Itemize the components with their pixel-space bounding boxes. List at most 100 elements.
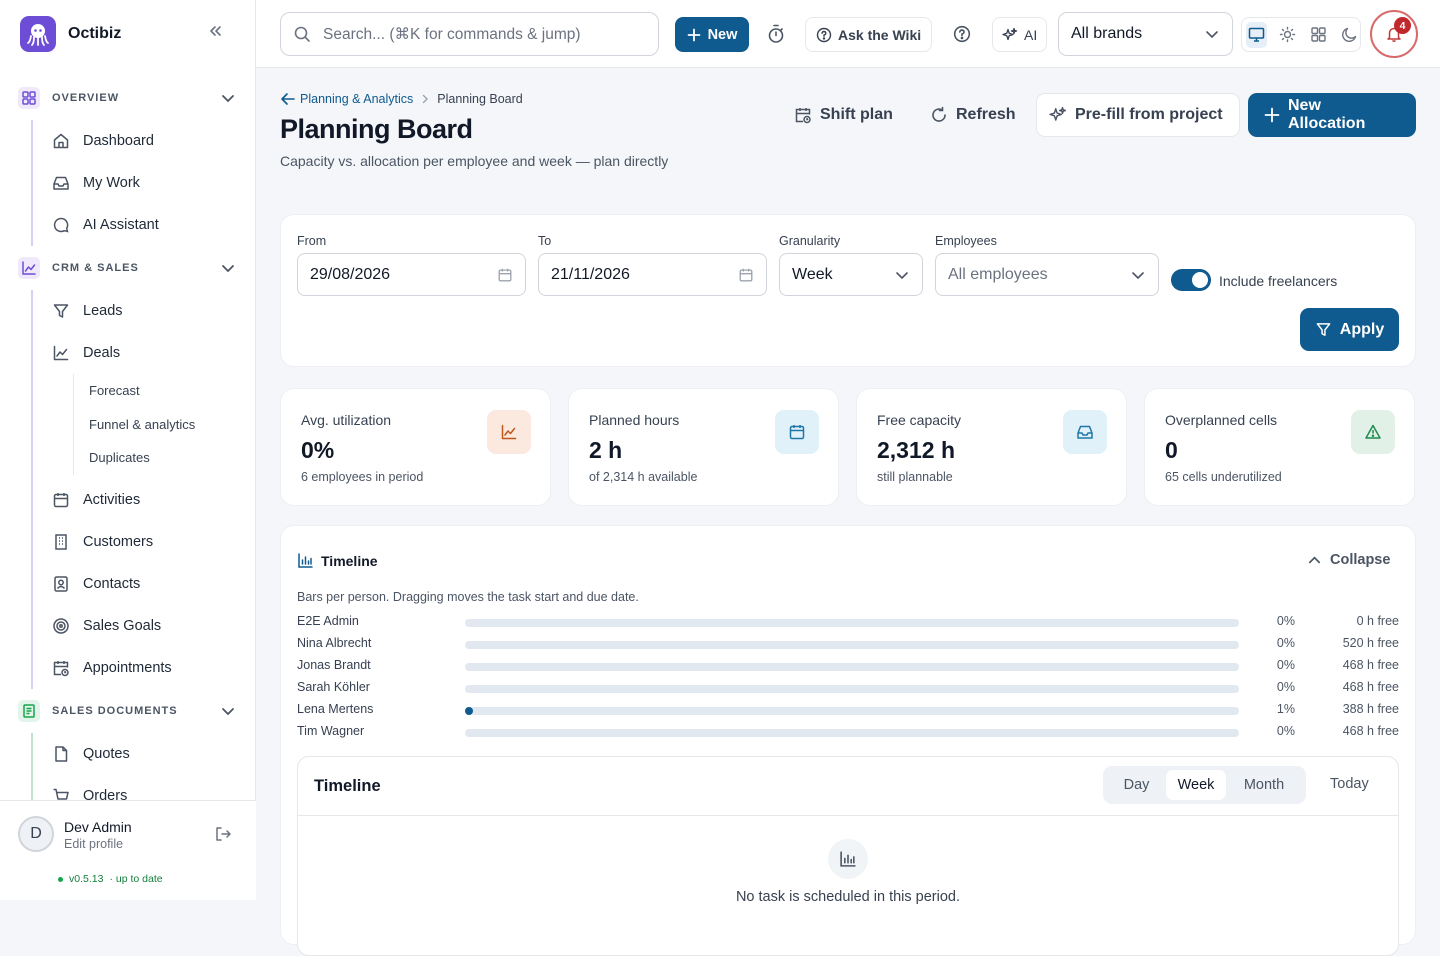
sidebar-item-activities[interactable]: Activities bbox=[33, 479, 256, 521]
chevron-down-icon[interactable] bbox=[220, 703, 236, 719]
inbox-icon bbox=[1063, 410, 1107, 454]
sidebar-item-appointments[interactable]: Appointments bbox=[33, 647, 256, 689]
sidebar-item-label: Customers bbox=[83, 533, 154, 550]
collapse-sidebar-icon[interactable] bbox=[208, 24, 230, 44]
section-label: CRM & SALES bbox=[52, 262, 139, 274]
search-icon bbox=[293, 25, 311, 43]
section-sales-documents[interactable]: SALES DOCUMENTS bbox=[0, 689, 256, 733]
sidebar-subitem-forecast[interactable]: Forecast bbox=[89, 383, 140, 399]
logout-icon[interactable] bbox=[214, 825, 232, 843]
sidebar: Octibiz OVERVIEW Dashboard My Work AI As… bbox=[0, 0, 256, 900]
new-allocation-button[interactable]: New Allocation bbox=[1248, 93, 1416, 137]
apply-button[interactable]: Apply bbox=[1300, 308, 1399, 351]
free-hours: 468 h free bbox=[1342, 680, 1399, 694]
notification-count-badge: 4 bbox=[1394, 17, 1411, 34]
help-icon[interactable] bbox=[953, 25, 971, 43]
overview-items: Dashboard My Work AI Assistant bbox=[31, 120, 256, 246]
sidebar-item-leads[interactable]: Leads bbox=[33, 290, 256, 332]
calendar-icon bbox=[497, 267, 513, 283]
deals-subitems: Forecast Funnel & analytics Duplicates bbox=[73, 374, 256, 475]
help-circle-icon bbox=[816, 27, 832, 43]
sidebar-item-quotes[interactable]: Quotes bbox=[33, 733, 256, 775]
calendar-icon bbox=[738, 267, 754, 283]
sun-icon[interactable] bbox=[1277, 22, 1298, 48]
employees-select[interactable]: All employees bbox=[935, 253, 1159, 296]
document-list-icon bbox=[18, 699, 40, 722]
crm-items: Leads Deals Forecast Funnel & analytics … bbox=[31, 290, 256, 689]
today-button[interactable]: Today bbox=[1330, 776, 1369, 792]
notifications-bell-icon[interactable] bbox=[1370, 10, 1418, 58]
employee-name: E2E Admin bbox=[297, 614, 359, 628]
sidebar-item-label: Quotes bbox=[83, 745, 130, 762]
monitor-icon[interactable] bbox=[1246, 21, 1267, 48]
brand-name: Octibiz bbox=[68, 25, 122, 42]
line-chart-icon bbox=[18, 257, 40, 279]
freelancers-toggle[interactable] bbox=[1171, 269, 1211, 291]
prefill-button[interactable]: Pre-fill from project bbox=[1036, 93, 1240, 137]
layout-grid-icon[interactable] bbox=[1308, 22, 1329, 48]
utilization-percent: 0% bbox=[1276, 614, 1295, 628]
utilization-bar[interactable] bbox=[465, 729, 1239, 737]
brand[interactable]: Octibiz bbox=[20, 16, 121, 52]
stat-sub: still plannable bbox=[877, 470, 953, 484]
collapse-button[interactable]: Collapse bbox=[1307, 552, 1390, 568]
breadcrumb-parent-link[interactable]: Planning & Analytics bbox=[280, 92, 413, 106]
chevron-right-icon bbox=[419, 93, 431, 105]
view-month-button[interactable]: Month bbox=[1243, 777, 1285, 793]
utilization-bar[interactable] bbox=[465, 685, 1239, 693]
sparkles-icon bbox=[1049, 106, 1067, 124]
utilization-bar[interactable] bbox=[465, 619, 1239, 627]
chevron-down-icon[interactable] bbox=[220, 260, 236, 276]
search-placeholder: Search... (⌘K for commands & jump) bbox=[323, 25, 581, 43]
utilization-bar[interactable] bbox=[465, 707, 1239, 715]
sidebar-item-my-work[interactable]: My Work bbox=[33, 162, 256, 204]
avatar[interactable]: D bbox=[18, 816, 54, 852]
chevron-up-icon bbox=[1307, 553, 1322, 568]
sidebar-subitem-funnel[interactable]: Funnel & analytics bbox=[89, 416, 196, 432]
sidebar-item-label: Orders bbox=[83, 787, 128, 801]
sidebar-item-contacts[interactable]: Contacts bbox=[33, 563, 256, 605]
chevron-down-icon[interactable] bbox=[220, 90, 236, 106]
user-name[interactable]: Dev Admin bbox=[64, 819, 132, 835]
sidebar-item-sales-goals[interactable]: Sales Goals bbox=[33, 605, 256, 647]
refresh-button[interactable]: Refresh bbox=[918, 93, 1028, 137]
from-date-input[interactable]: 29/08/2026 bbox=[297, 253, 526, 296]
timer-icon[interactable] bbox=[767, 24, 785, 44]
sidebar-item-customers[interactable]: Customers bbox=[33, 521, 256, 563]
utilization-bar[interactable] bbox=[465, 663, 1239, 671]
utilization-percent: 0% bbox=[1276, 636, 1295, 650]
to-date-input[interactable]: 21/11/2026 bbox=[538, 253, 767, 296]
ai-button[interactable]: AI bbox=[992, 17, 1048, 52]
empty-state-text: No task is scheduled in this period. bbox=[735, 889, 961, 905]
stat-label: Planned hours bbox=[589, 412, 680, 428]
breadcrumb: Planning & Analytics Planning Board bbox=[280, 92, 523, 106]
plus-icon bbox=[687, 28, 701, 42]
section-label: OVERVIEW bbox=[52, 92, 120, 104]
new-button[interactable]: New bbox=[675, 17, 749, 52]
divider bbox=[298, 815, 1398, 816]
moon-icon[interactable] bbox=[1339, 22, 1360, 48]
utilization-bar[interactable] bbox=[465, 641, 1239, 649]
stat-value: 2 h bbox=[589, 437, 623, 463]
employees-placeholder: All employees bbox=[948, 265, 1048, 283]
search-input[interactable]: Search... (⌘K for commands & jump) bbox=[280, 12, 659, 56]
sidebar-item-ai-assistant[interactable]: AI Assistant bbox=[33, 204, 256, 246]
prefill-label: Pre-fill from project bbox=[1075, 106, 1223, 123]
edit-profile-link[interactable]: Edit profile bbox=[64, 837, 124, 851]
sidebar-subitem-duplicates[interactable]: Duplicates bbox=[89, 450, 150, 466]
stat-sub: of 2,314 h available bbox=[589, 470, 698, 484]
sidebar-item-orders[interactable]: Orders bbox=[33, 775, 256, 801]
section-crm-sales[interactable]: CRM & SALES bbox=[0, 246, 256, 290]
arrow-left-icon bbox=[280, 92, 295, 106]
section-overview[interactable]: OVERVIEW bbox=[0, 76, 256, 120]
view-week-button[interactable]: Week bbox=[1166, 770, 1226, 800]
view-day-button[interactable]: Day bbox=[1123, 777, 1150, 793]
granularity-select[interactable]: Week bbox=[779, 253, 923, 296]
sidebar-footer: D Dev Admin Edit profile v0.5.13 · up to … bbox=[0, 800, 256, 900]
calendar-icon bbox=[775, 410, 819, 454]
brand-select[interactable]: All brands bbox=[1058, 12, 1233, 56]
sidebar-item-deals[interactable]: Deals bbox=[33, 332, 256, 374]
ask-wiki-button[interactable]: Ask the Wiki bbox=[805, 17, 933, 52]
sidebar-item-dashboard[interactable]: Dashboard bbox=[33, 120, 256, 162]
shift-plan-button[interactable]: Shift plan bbox=[782, 93, 905, 137]
